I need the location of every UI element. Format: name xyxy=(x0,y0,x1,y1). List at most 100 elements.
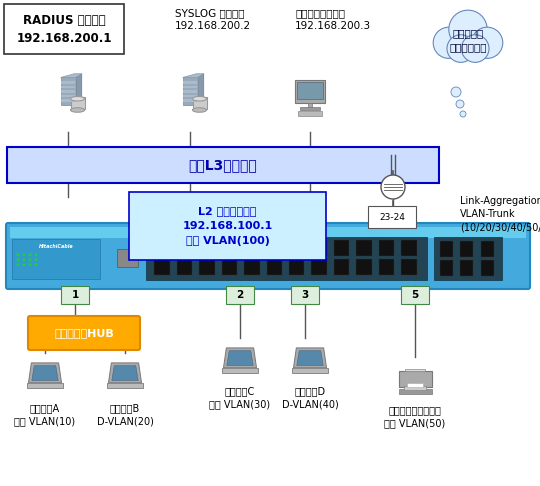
FancyBboxPatch shape xyxy=(399,389,431,394)
FancyBboxPatch shape xyxy=(289,240,305,256)
FancyBboxPatch shape xyxy=(61,99,75,102)
FancyBboxPatch shape xyxy=(295,80,326,103)
Circle shape xyxy=(447,35,475,62)
FancyBboxPatch shape xyxy=(71,98,84,109)
Polygon shape xyxy=(109,363,141,382)
Text: ユーザーA
固定 VLAN(10): ユーザーA 固定 VLAN(10) xyxy=(15,403,76,426)
Circle shape xyxy=(381,175,405,199)
FancyBboxPatch shape xyxy=(183,77,198,105)
FancyBboxPatch shape xyxy=(129,192,326,260)
FancyBboxPatch shape xyxy=(289,259,305,275)
Circle shape xyxy=(35,263,37,266)
Circle shape xyxy=(461,35,489,62)
FancyBboxPatch shape xyxy=(183,90,197,93)
FancyBboxPatch shape xyxy=(334,240,349,256)
Text: リピーターHUB: リピーターHUB xyxy=(54,328,114,338)
Text: HitachiCable: HitachiCable xyxy=(39,243,73,249)
Ellipse shape xyxy=(192,108,206,112)
Polygon shape xyxy=(60,74,82,77)
Text: RADIUS サーバー
192.168.200.1: RADIUS サーバー 192.168.200.1 xyxy=(16,14,112,45)
Text: SYSLOG サーバー
192.168.200.2: SYSLOG サーバー 192.168.200.2 xyxy=(175,8,251,31)
FancyBboxPatch shape xyxy=(440,260,453,276)
FancyBboxPatch shape xyxy=(221,240,237,256)
FancyBboxPatch shape xyxy=(61,95,75,97)
FancyBboxPatch shape xyxy=(61,286,89,304)
Text: ユーザーC
固定 VLAN(30): ユーザーC 固定 VLAN(30) xyxy=(210,386,271,409)
FancyBboxPatch shape xyxy=(356,240,372,256)
FancyBboxPatch shape xyxy=(461,241,474,257)
FancyBboxPatch shape xyxy=(401,286,429,304)
FancyBboxPatch shape xyxy=(407,383,423,387)
Text: ユーザーB
D-VLAN(20): ユーザーB D-VLAN(20) xyxy=(97,403,153,426)
FancyBboxPatch shape xyxy=(199,240,214,256)
Circle shape xyxy=(460,111,466,117)
FancyBboxPatch shape xyxy=(177,240,192,256)
Polygon shape xyxy=(32,366,58,381)
FancyBboxPatch shape xyxy=(27,382,63,388)
FancyBboxPatch shape xyxy=(379,240,394,256)
FancyBboxPatch shape xyxy=(177,259,192,275)
FancyBboxPatch shape xyxy=(481,260,494,276)
FancyBboxPatch shape xyxy=(308,103,312,108)
FancyBboxPatch shape xyxy=(440,241,453,257)
Polygon shape xyxy=(112,366,138,381)
FancyBboxPatch shape xyxy=(222,368,258,373)
FancyBboxPatch shape xyxy=(291,286,319,304)
Text: 認証事要プリンター
固定 VLAN(50): 認証事要プリンター 固定 VLAN(50) xyxy=(384,405,445,428)
Text: ネットワーク監視
192.168.200.3: ネットワーク監視 192.168.200.3 xyxy=(295,8,371,31)
FancyBboxPatch shape xyxy=(4,4,124,54)
FancyBboxPatch shape xyxy=(183,86,197,88)
FancyBboxPatch shape xyxy=(379,259,394,275)
FancyBboxPatch shape xyxy=(183,95,197,97)
FancyBboxPatch shape xyxy=(226,286,254,304)
Polygon shape xyxy=(227,351,253,365)
FancyBboxPatch shape xyxy=(146,237,427,279)
FancyBboxPatch shape xyxy=(292,368,328,373)
FancyBboxPatch shape xyxy=(312,240,327,256)
Text: L2 認証スイッチ
192.168.100.1
管理 VLAN(100): L2 認証スイッチ 192.168.100.1 管理 VLAN(100) xyxy=(183,206,273,246)
FancyBboxPatch shape xyxy=(267,259,282,275)
FancyBboxPatch shape xyxy=(117,248,138,267)
FancyBboxPatch shape xyxy=(154,259,170,275)
Text: ユーザーD
D-VLAN(40): ユーザーD D-VLAN(40) xyxy=(282,386,339,409)
FancyBboxPatch shape xyxy=(438,45,498,56)
FancyBboxPatch shape xyxy=(401,240,417,256)
FancyBboxPatch shape xyxy=(356,259,372,275)
Text: 23-24: 23-24 xyxy=(379,212,405,222)
FancyBboxPatch shape xyxy=(461,260,474,276)
Circle shape xyxy=(471,27,503,58)
Ellipse shape xyxy=(71,97,84,101)
Text: 上位L3スイッチ: 上位L3スイッチ xyxy=(188,158,258,172)
Text: 1: 1 xyxy=(71,290,79,300)
Text: Link-Aggregation
VLAN-Trunk
(10/20/30/40/50/100): Link-Aggregation VLAN-Trunk (10/20/30/40… xyxy=(460,196,540,232)
Circle shape xyxy=(35,258,37,261)
FancyBboxPatch shape xyxy=(61,90,75,93)
Circle shape xyxy=(17,263,19,266)
Circle shape xyxy=(23,263,25,266)
Circle shape xyxy=(17,253,19,256)
FancyBboxPatch shape xyxy=(434,237,502,279)
Circle shape xyxy=(23,258,25,261)
Circle shape xyxy=(29,263,31,266)
Polygon shape xyxy=(29,363,62,382)
FancyBboxPatch shape xyxy=(199,259,214,275)
Text: 社内・社外
ネットワーク: 社内・社外 ネットワーク xyxy=(449,28,487,52)
Circle shape xyxy=(433,27,464,58)
FancyBboxPatch shape xyxy=(60,77,76,105)
FancyBboxPatch shape xyxy=(334,259,349,275)
FancyBboxPatch shape xyxy=(404,386,426,390)
FancyBboxPatch shape xyxy=(297,82,323,99)
FancyBboxPatch shape xyxy=(61,86,75,88)
FancyBboxPatch shape xyxy=(7,147,439,183)
Text: 5: 5 xyxy=(411,290,418,300)
FancyBboxPatch shape xyxy=(28,316,140,350)
FancyBboxPatch shape xyxy=(481,241,494,257)
FancyBboxPatch shape xyxy=(405,369,425,371)
Polygon shape xyxy=(294,348,327,368)
Polygon shape xyxy=(224,348,256,368)
Text: 3: 3 xyxy=(301,290,309,300)
FancyBboxPatch shape xyxy=(298,111,322,116)
Circle shape xyxy=(23,253,25,256)
FancyBboxPatch shape xyxy=(107,382,143,388)
Circle shape xyxy=(17,258,19,261)
